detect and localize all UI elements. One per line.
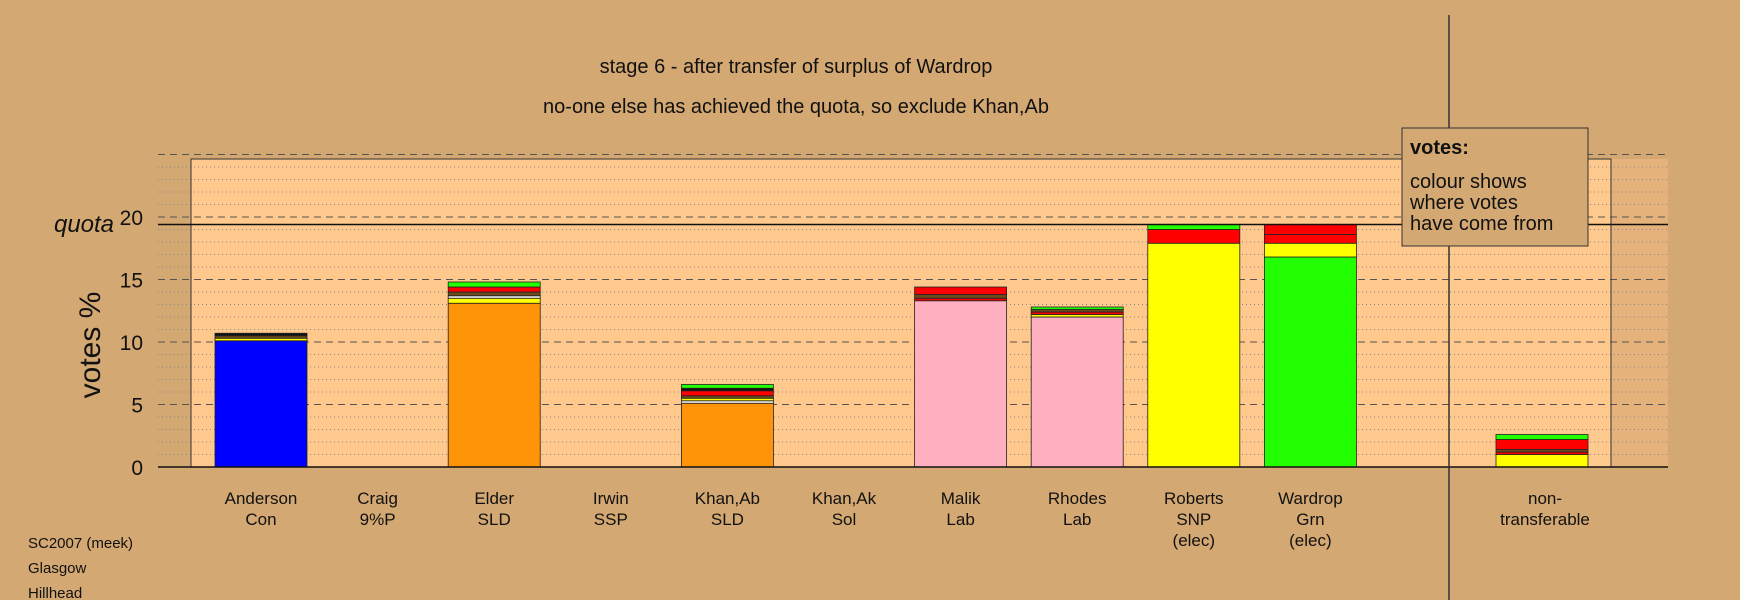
category-label-non-transferable-line-2: transferable: [1500, 510, 1590, 529]
bar-non-transferable-segment-4: [1495, 439, 1589, 450]
category-label-irwin-line-1: Irwin: [593, 489, 629, 508]
bar-roberts-segment-1: [1147, 242, 1241, 468]
y-tick-label: 15: [120, 270, 143, 293]
y-tick-label: 10: [120, 332, 143, 355]
plot-area: [191, 159, 1611, 467]
bar-elder-segment-1: [447, 302, 541, 468]
category-label-wardrop-line-2: Grn: [1296, 510, 1324, 529]
bar-non-transferable-segment-5: [1495, 434, 1589, 440]
bar-wardrop-segment-1: [1264, 256, 1357, 468]
legend-title: votes:: [1410, 137, 1469, 159]
category-label-irwin-line-2: SSP: [594, 510, 628, 529]
category-label-elder-line-1: Elder: [474, 489, 514, 508]
category-label-khan-ab-line-1: Khan,Ab: [695, 489, 760, 508]
category-label-roberts-line-3: (elec): [1173, 531, 1216, 550]
category-label-khan-ab-line-2: SLD: [711, 510, 744, 529]
bar-khan-ab-segment-7: [681, 384, 774, 389]
category-label-anderson-line-1: Anderson: [225, 489, 298, 508]
legend-line-3: have come from: [1410, 213, 1553, 235]
legend-box: votes: colour shows where votes have com…: [1401, 127, 1589, 247]
bar-anderson-segment-4: [214, 332, 308, 337]
category-label-anderson-line-2: Con: [245, 510, 276, 529]
bar-non-transferable-segment-1: [1495, 454, 1589, 468]
labels-group: Anderson Con Craig 9%P Elder SLD Irwin SSP Khan,…: [225, 489, 1590, 550]
footer-line-3: Hillhead: [28, 585, 82, 600]
bar-wardrop-segment-2: [1264, 242, 1357, 258]
bar-wardrop-segment-4: [1264, 224, 1357, 235]
legend-frame: [1401, 127, 1589, 247]
bar-roberts-segment-2: [1147, 229, 1241, 244]
legend-line-1: colour shows: [1410, 171, 1527, 193]
quota-label: quota: [54, 211, 114, 238]
bar-malik-segment-3: [914, 294, 1007, 299]
bar-rhodes-segment-1: [1030, 316, 1124, 468]
category-label-craig-line-2: 9%P: [360, 510, 396, 529]
category-label-khan-ak-line-2: Sol: [832, 510, 857, 529]
y-axis-label: votes %: [74, 292, 107, 399]
category-label-craig-line-1: Craig: [357, 489, 398, 508]
category-label-khan-ak-line-1: Khan,Ak: [812, 489, 877, 508]
bar-khan-ab-segment-1: [681, 402, 774, 468]
footer-line-1: SC2007 (meek): [28, 535, 133, 552]
category-label-wardrop-line-3: (elec): [1289, 531, 1332, 550]
category-label-rhodes-line-1: Rhodes: [1048, 489, 1107, 508]
bar-anderson-segment-1: [214, 340, 308, 468]
chart-subtitle: no-one else has achieved the quota, so e…: [543, 96, 1049, 118]
category-label-elder-line-2: SLD: [478, 510, 511, 529]
bar-khan-ab-segment-5: [681, 390, 774, 397]
bar-elder-segment-4: [447, 291, 541, 297]
category-label-roberts-line-1: Roberts: [1164, 489, 1224, 508]
y-tick-label: 0: [131, 457, 143, 480]
category-label-rhodes-line-2: Lab: [1063, 510, 1091, 529]
bar-elder-segment-5: [447, 286, 541, 293]
y-tick-label: 5: [131, 395, 143, 418]
category-label-non-transferable-line-1: non-: [1528, 489, 1562, 508]
bar-rhodes-segment-5: [1030, 306, 1124, 310]
bars-group: [214, 224, 1589, 468]
category-label-roberts-line-2: SNP: [1176, 510, 1211, 529]
bar-elder-segment-6: [447, 281, 541, 288]
bar-malik-segment-1: [914, 300, 1007, 468]
footer-line-2: Glasgow: [28, 560, 87, 577]
plot-area-extension: [1611, 159, 1668, 467]
bar-elder-segment-2: [447, 297, 541, 304]
category-label-malik-line-1: Malik: [941, 489, 981, 508]
legend-line-2: where votes: [1409, 192, 1518, 214]
bar-malik-segment-4: [914, 286, 1007, 295]
bar-wardrop-segment-3: [1264, 234, 1357, 244]
category-label-malik-line-2: Lab: [946, 510, 974, 529]
y-tick-label: 20: [120, 207, 143, 230]
category-label-wardrop-line-1: Wardrop: [1278, 489, 1343, 508]
chart-title: stage 6 - after transfer of surplus of W…: [600, 56, 993, 78]
